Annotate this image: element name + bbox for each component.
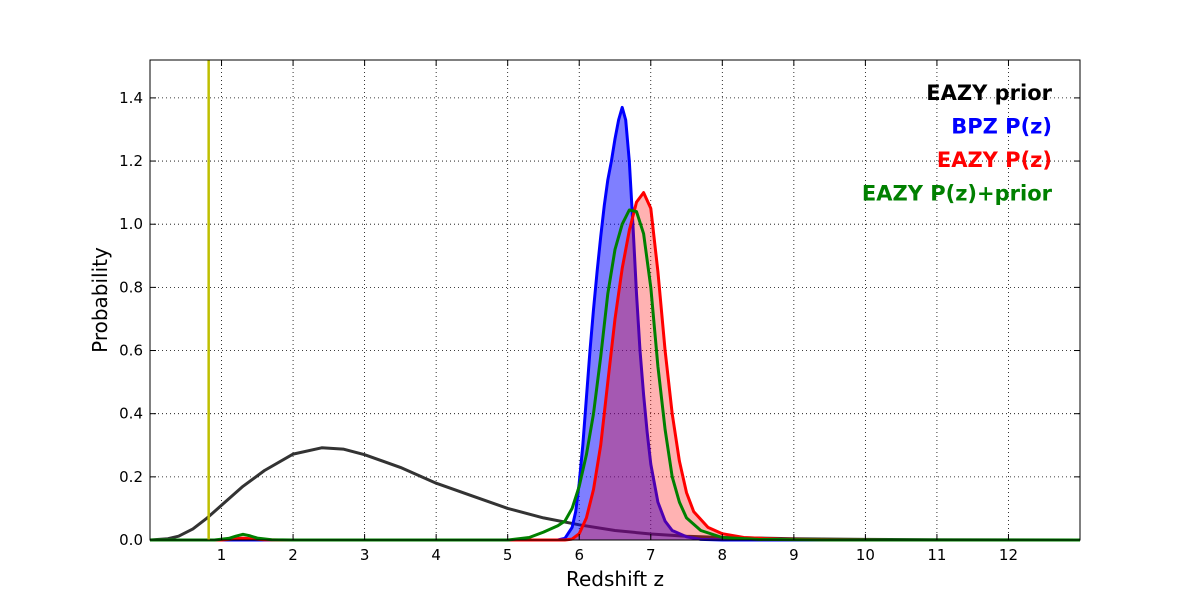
y-axis-label: Probability: [88, 247, 112, 353]
x-tick-label: 1: [217, 546, 227, 564]
series-line-eazy-p-z-prior: [150, 208, 1080, 542]
x-tick-label: 5: [503, 546, 513, 564]
y-tick-label: 0.4: [119, 405, 143, 423]
legend-entry: EAZY P(z)+prior: [862, 182, 1053, 206]
y-tick-label: 0.6: [119, 342, 143, 360]
y-tick-label: 0.8: [119, 278, 143, 296]
x-tick-label: 7: [646, 546, 656, 564]
y-tick-label: 1.2: [119, 152, 143, 170]
series-fill-eazy-p-z: [150, 192, 1080, 540]
y-tick-label: 1.4: [119, 89, 143, 107]
ticks: 1 2 3 4 5 6 7 8 9 10 11 120.00.20.40.60.81.01.21.4: [119, 60, 1080, 564]
legend-entry: BPZ P(z): [951, 115, 1052, 139]
x-tick-label: 2: [288, 546, 298, 564]
plot-frame: [149, 59, 1081, 541]
legend-entry: EAZY P(z): [937, 148, 1052, 172]
y-tick-label: 0.2: [119, 468, 143, 486]
y-tick-label: 1.0: [119, 215, 143, 233]
x-tick-label: 9: [789, 546, 799, 564]
x-tick-label: 12: [999, 546, 1018, 564]
legend-entry: EAZY prior: [926, 81, 1052, 105]
x-tick-label: 10: [856, 546, 875, 564]
series-line-bpz-p-z: [150, 105, 1080, 542]
x-axis-label: Redshift z: [566, 567, 664, 591]
legend: EAZY prior BPZ P(z) EAZY P(z) EAZY P(z)+pri…: [862, 81, 1053, 206]
x-tick-label: 4: [431, 546, 441, 564]
y-tick-label: 0.0: [119, 531, 143, 549]
x-tick-label: 11: [927, 546, 946, 564]
x-tick-label: 3: [360, 546, 370, 564]
x-tick-label: 8: [718, 546, 728, 564]
x-tick-label: 6: [574, 546, 584, 564]
